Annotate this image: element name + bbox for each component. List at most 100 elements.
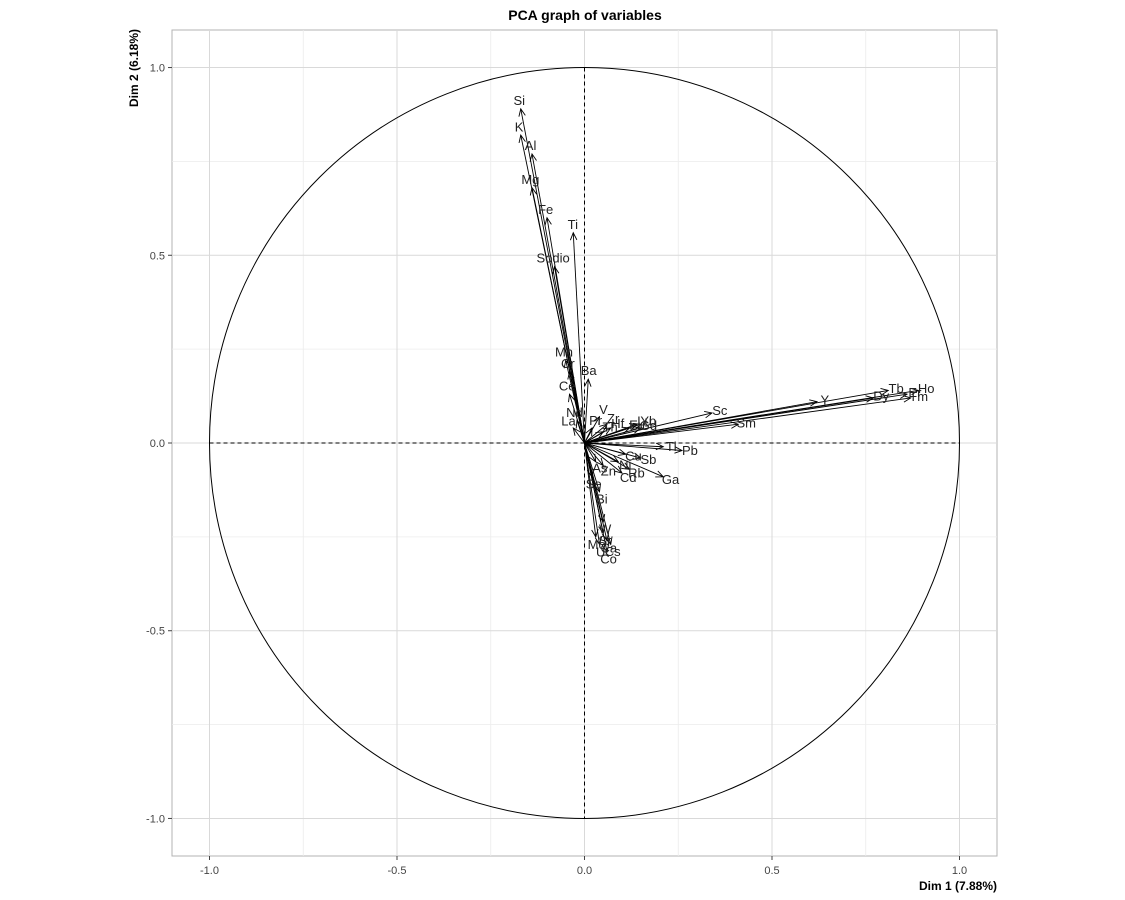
variable-label: Tm <box>909 389 928 404</box>
arrow-head <box>591 529 599 538</box>
arrow-head <box>602 427 612 435</box>
arrow-head <box>910 387 920 396</box>
arrow-shaft <box>584 427 641 444</box>
variable-label: Bi <box>596 491 608 506</box>
y-axis-title: Dim 2 (6.18%) <box>127 29 141 107</box>
variable-arrow-sodio <box>552 265 585 444</box>
variable-label: Mn <box>555 345 573 360</box>
arrow-shaft <box>584 423 638 444</box>
variable-label: Pb <box>682 443 698 458</box>
arrow-head <box>569 231 578 241</box>
variable-label: Sr <box>598 533 612 548</box>
variable-arrow-nd <box>575 419 585 444</box>
arrow-head <box>518 107 526 117</box>
arrow-shaft <box>584 442 608 552</box>
variable-label: Mo <box>588 537 606 552</box>
arrow-head <box>588 453 597 463</box>
variable-label: Lu <box>637 414 651 429</box>
y-axis-ticks: -1.0 -0.5 0.0 0.5 1.0 <box>146 63 172 825</box>
arrow-shaft <box>584 442 612 545</box>
arrow-shaft <box>584 442 623 474</box>
arrow-head <box>674 446 684 454</box>
variable-label: Th <box>603 420 618 435</box>
arrow-head <box>552 265 560 275</box>
variable-label: Cu <box>625 448 642 463</box>
y-tick-label: -1.0 <box>146 813 165 825</box>
variable-label: U <box>596 544 605 559</box>
x-tick-label: -1.0 <box>200 865 219 877</box>
variable-label: Y <box>821 392 830 407</box>
variable-label: Pr <box>589 413 603 428</box>
arrow-head <box>585 426 593 436</box>
arrow-head <box>592 415 601 425</box>
arrow-head <box>529 152 537 162</box>
arrow-head <box>518 134 526 144</box>
variable-arrow-cu <box>584 442 627 456</box>
variable-label: As <box>592 461 608 476</box>
variable-label: Mg <box>521 172 539 187</box>
variable-label: Eu <box>629 417 645 432</box>
variable-label: Sb <box>641 452 657 467</box>
arrow-head <box>704 411 714 419</box>
variable-arrow-ga <box>584 442 665 478</box>
arrow-head <box>595 431 605 439</box>
variable-label: Tl <box>666 439 677 454</box>
arrow-shaft <box>576 420 585 444</box>
x-axis-ticks: -1.0 -0.5 0.0 0.5 1.0 <box>200 856 967 877</box>
variable-arrows <box>518 107 920 553</box>
variable-label: K <box>515 119 524 134</box>
variable-label: Ca <box>600 540 617 555</box>
variable-label: La <box>561 414 576 429</box>
variable-label: W <box>599 522 612 537</box>
variable-arrow-tb <box>584 388 890 444</box>
variable-label: Ba <box>581 363 598 378</box>
x-tick-label: -0.5 <box>388 865 407 877</box>
variable-label: Se <box>586 477 602 492</box>
variable-label: Ce <box>559 379 576 394</box>
variable-label: V <box>599 402 608 417</box>
variable-arrow-zn <box>584 442 604 467</box>
arrow-shaft <box>584 442 664 478</box>
arrow-head <box>568 393 576 403</box>
arrow-head <box>605 536 613 546</box>
variable-label: Ti <box>568 217 578 232</box>
arrow-head <box>621 426 631 434</box>
unit-circle <box>209 67 960 819</box>
y-tick-label: 0.5 <box>150 250 165 262</box>
arrow-shaft <box>584 389 919 444</box>
variable-label: Er <box>908 385 922 400</box>
arrow-head <box>575 419 583 429</box>
variable-label: Zr <box>607 411 620 426</box>
variable-arrow-si <box>518 107 585 444</box>
variable-label: Sodio <box>537 251 570 266</box>
arrow-shaft <box>584 397 911 444</box>
arrow-head <box>567 370 575 380</box>
variable-label: Cr <box>561 356 575 371</box>
arrow-shaft <box>584 389 889 444</box>
y-tick-label: -0.5 <box>146 626 165 638</box>
variable-arrow-cs <box>584 442 613 546</box>
variable-label: Sc <box>712 403 728 418</box>
variable-label: Hf <box>611 416 624 431</box>
variable-arrow-u <box>584 442 603 546</box>
x-axis-title: Dim 1 (7.88%) <box>919 879 997 893</box>
variable-arrow-mo <box>584 442 599 538</box>
variable-arrow-as <box>584 442 597 463</box>
variable-arrow-la <box>572 427 585 444</box>
y-tick-label: 1.0 <box>150 63 165 75</box>
arrow-shaft <box>584 442 630 470</box>
variable-label: Yb <box>640 414 656 429</box>
arrow-head <box>601 543 610 553</box>
arrow-head <box>880 388 890 396</box>
x-tick-label: 0.5 <box>764 865 779 877</box>
variable-arrow-cr <box>567 370 585 444</box>
variable-arrow-th <box>584 431 605 444</box>
arrow-head <box>594 536 603 546</box>
arrow-head <box>572 427 581 436</box>
variable-label: Gd <box>640 418 657 433</box>
y-tick-label: 0.0 <box>150 438 165 450</box>
arrow-shaft <box>584 442 597 463</box>
variable-label: Tb <box>889 381 904 396</box>
variable-arrow-rb <box>584 442 631 470</box>
